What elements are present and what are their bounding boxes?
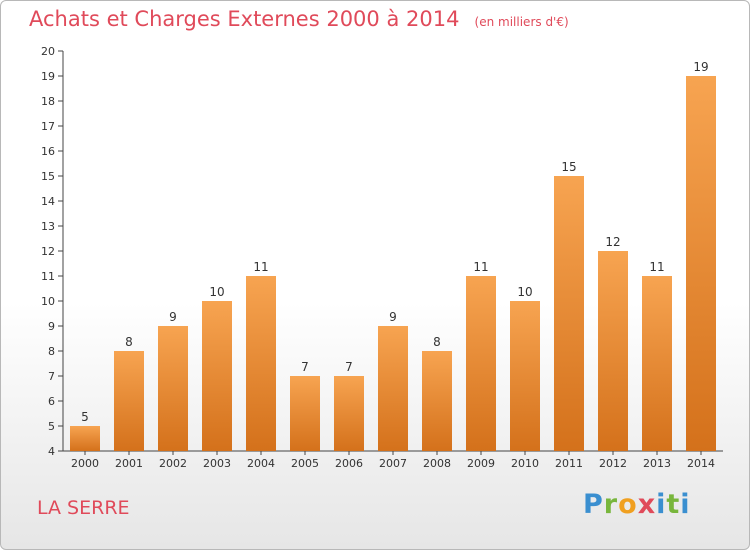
y-tick-label: 9 [48, 320, 55, 333]
x-tick-label: 2005 [291, 457, 319, 470]
chart-title: Achats et Charges Externes 2000 à 2014 [29, 7, 460, 31]
bar [246, 276, 276, 451]
y-tick-label: 10 [41, 295, 55, 308]
bar [642, 276, 672, 451]
bar [686, 76, 716, 451]
x-tick-label: 2000 [71, 457, 99, 470]
bar [202, 301, 232, 451]
y-tick-label: 8 [48, 345, 55, 358]
y-tick-label: 15 [41, 170, 55, 183]
bar-value-label: 8 [125, 335, 133, 349]
x-tick-label: 2004 [247, 457, 275, 470]
bar-value-label: 12 [605, 235, 620, 249]
x-tick-label: 2008 [423, 457, 451, 470]
bar [422, 351, 452, 451]
x-tick-label: 2013 [643, 457, 671, 470]
bar [334, 376, 364, 451]
x-tick-label: 2007 [379, 457, 407, 470]
bar [378, 326, 408, 451]
bar [158, 326, 188, 451]
bar-value-label: 11 [253, 260, 268, 274]
y-tick-label: 16 [41, 145, 55, 158]
bar-value-label: 7 [345, 360, 353, 374]
x-tick-label: 2006 [335, 457, 363, 470]
y-tick-label: 4 [48, 445, 55, 458]
x-tick-label: 2014 [687, 457, 715, 470]
chart-unit: (en milliers d'€) [474, 15, 569, 29]
y-tick-label: 12 [41, 245, 55, 258]
y-tick-label: 6 [48, 395, 55, 408]
bar-value-label: 9 [169, 310, 177, 324]
bar [114, 351, 144, 451]
bar-value-label: 15 [561, 160, 576, 174]
bar-value-label: 7 [301, 360, 309, 374]
title-row: Achats et Charges Externes 2000 à 2014 (… [29, 7, 569, 31]
y-tick-label: 5 [48, 420, 55, 433]
x-tick-label: 2003 [203, 457, 231, 470]
bar-value-label: 9 [389, 310, 397, 324]
y-tick-label: 14 [41, 195, 55, 208]
bar [510, 301, 540, 451]
x-tick-label: 2011 [555, 457, 583, 470]
bar [554, 176, 584, 451]
y-tick-label: 20 [41, 45, 55, 58]
bar-value-label: 11 [649, 260, 664, 274]
bar [290, 376, 320, 451]
bar [466, 276, 496, 451]
bar [70, 426, 100, 451]
y-tick-label: 18 [41, 95, 55, 108]
bar [598, 251, 628, 451]
y-tick-label: 7 [48, 370, 55, 383]
x-tick-label: 2010 [511, 457, 539, 470]
y-tick-label: 19 [41, 70, 55, 83]
y-tick-label: 17 [41, 120, 55, 133]
y-tick-label: 13 [41, 220, 55, 233]
x-tick-label: 2012 [599, 457, 627, 470]
bar-value-label: 8 [433, 335, 441, 349]
bar-value-label: 10 [517, 285, 532, 299]
bar-value-label: 5 [81, 410, 89, 424]
proxiti-logo[interactable]: Proxiti [583, 489, 691, 520]
y-tick-label: 11 [41, 270, 55, 283]
location-label: LA SERRE [37, 497, 130, 519]
x-tick-label: 2002 [159, 457, 187, 470]
x-tick-label: 2009 [467, 457, 495, 470]
bar-value-label: 11 [473, 260, 488, 274]
bar-value-label: 10 [209, 285, 224, 299]
x-tick-label: 2001 [115, 457, 143, 470]
bar-value-label: 19 [693, 60, 708, 74]
